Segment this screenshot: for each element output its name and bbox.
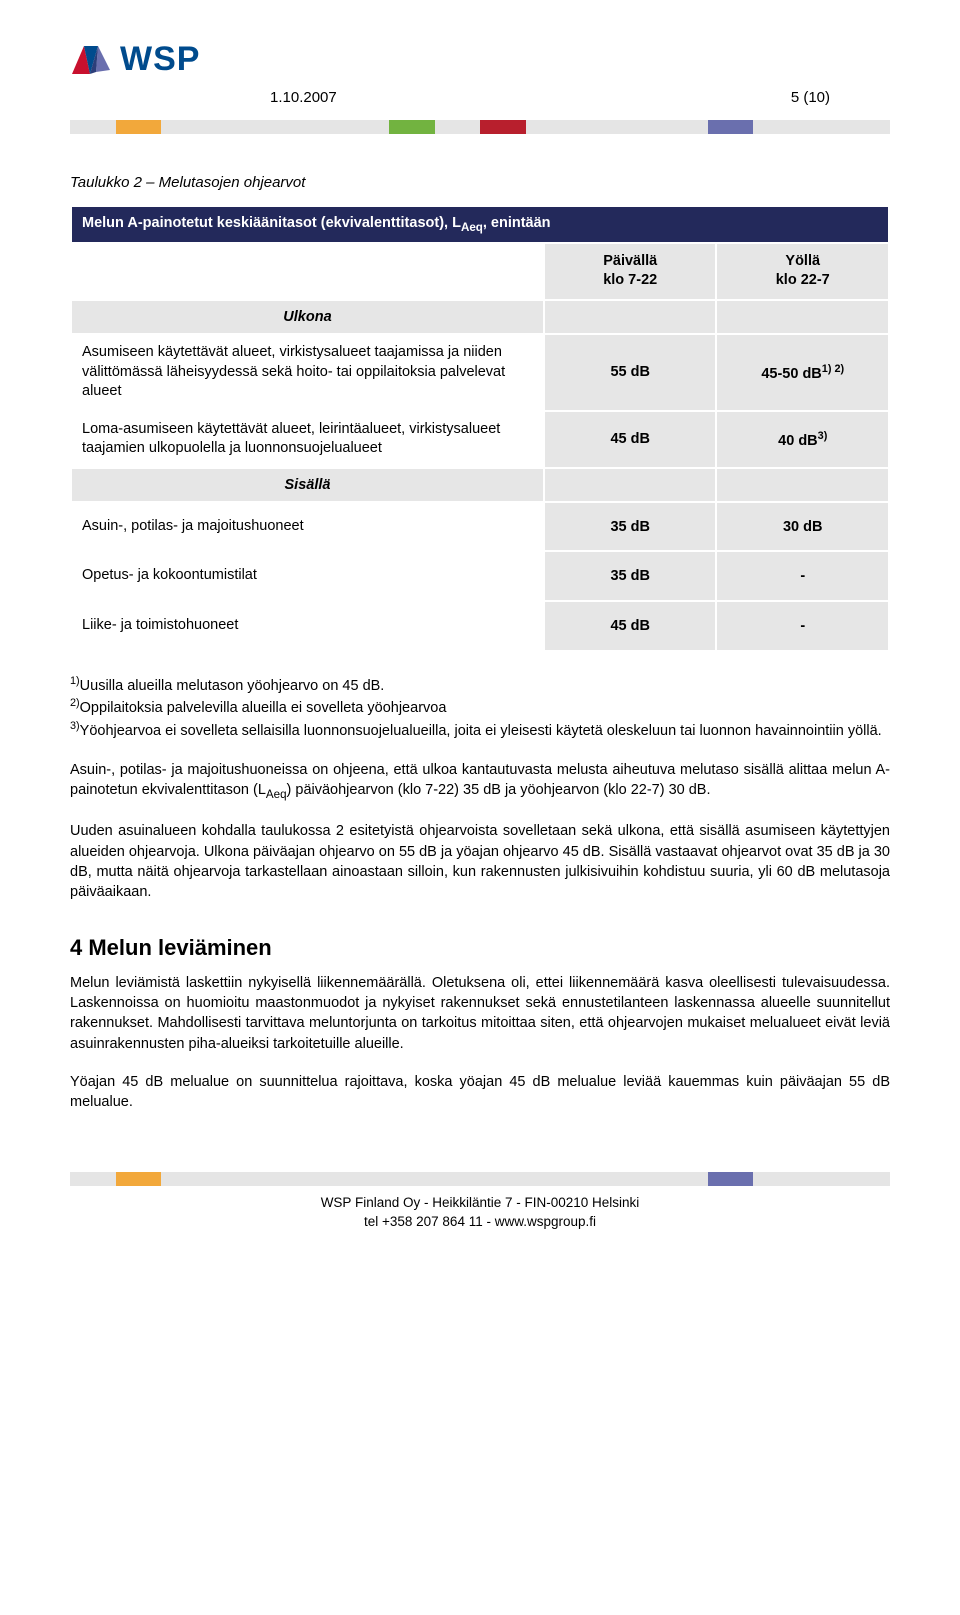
row-label: Asuin-, potilas- ja majoitushuoneet [72,503,543,551]
row-label: Liike- ja toimistohuoneet [72,602,543,650]
footnotes: 1)Uusilla alueilla melutason yöohjearvo … [70,674,890,743]
bottom-color-strip [70,1172,890,1186]
table-caption: Melun A-painotetut keskiäänitasot (ekviv… [72,207,888,242]
table-header-row: Päivälläklo 7-22 Yölläklo 22-7 [72,244,888,299]
row-label: Loma-asumiseen käytettävät alueet, leiri… [72,412,543,467]
table-row: Asumiseen käytettävät alueet, virkistysa… [72,335,888,410]
row-night: - [717,552,888,600]
table-caption-row: Melun A-painotetut keskiäänitasot (ekviv… [72,207,888,242]
table-row: Asuin-, potilas- ja majoitushuoneet 35 d… [72,503,888,551]
body-paragraph: Uuden asuinalueen kohdalla taulukossa 2 … [70,821,890,902]
row-night: 45-50 dB1) 2) [717,335,888,410]
page-number: 5 (10) [791,89,830,106]
row-day: 55 dB [545,335,716,410]
footer-line1: WSP Finland Oy - Heikkiläntie 7 - FIN-00… [70,1194,890,1213]
section-heading: 4 Melun leviäminen [70,935,890,961]
row-night: - [717,602,888,650]
top-color-strip [70,120,890,134]
logo: WSP [70,40,890,79]
row-day: 45 dB [545,602,716,650]
header-meta: 1.10.2007 5 (10) [270,89,830,106]
col-night: Yölläklo 22-7 [717,244,888,299]
table-category-indoor: Sisällä [72,469,888,501]
row-night: 40 dB3) [717,412,888,467]
body-paragraph: Yöajan 45 dB melualue on suunnittelua ra… [70,1072,890,1113]
table-title: Taulukko 2 – Melutasojen ohjearvot [70,174,890,191]
table-row: Liike- ja toimistohuoneet 45 dB - [72,602,888,650]
table-category-outdoor: Ulkona [72,301,888,333]
cat-indoor: Sisällä [72,469,543,501]
row-day: 35 dB [545,552,716,600]
row-day: 45 dB [545,412,716,467]
cat-outdoor: Ulkona [72,301,543,333]
noise-table: Melun A-painotetut keskiäänitasot (ekviv… [70,205,890,652]
body-paragraph: Asuin-, potilas- ja majoitushuoneissa on… [70,760,890,803]
row-night: 30 dB [717,503,888,551]
footer-line2: tel +358 207 864 11 - www.wspgroup.fi [70,1213,890,1232]
table-row: Opetus- ja kokoontumistilat 35 dB - [72,552,888,600]
doc-date: 1.10.2007 [270,89,337,106]
footer: WSP Finland Oy - Heikkiläntie 7 - FIN-00… [70,1194,890,1232]
col-day: Päivälläklo 7-22 [545,244,716,299]
row-day: 35 dB [545,503,716,551]
table-row: Loma-asumiseen käytettävät alueet, leiri… [72,412,888,467]
logo-mark-icon [70,42,112,78]
row-label: Opetus- ja kokoontumistilat [72,552,543,600]
row-label: Asumiseen käytettävät alueet, virkistysa… [72,335,543,410]
body-paragraph: Melun leviämistä laskettiin nykyisellä l… [70,973,890,1054]
logo-text: WSP [120,40,200,79]
